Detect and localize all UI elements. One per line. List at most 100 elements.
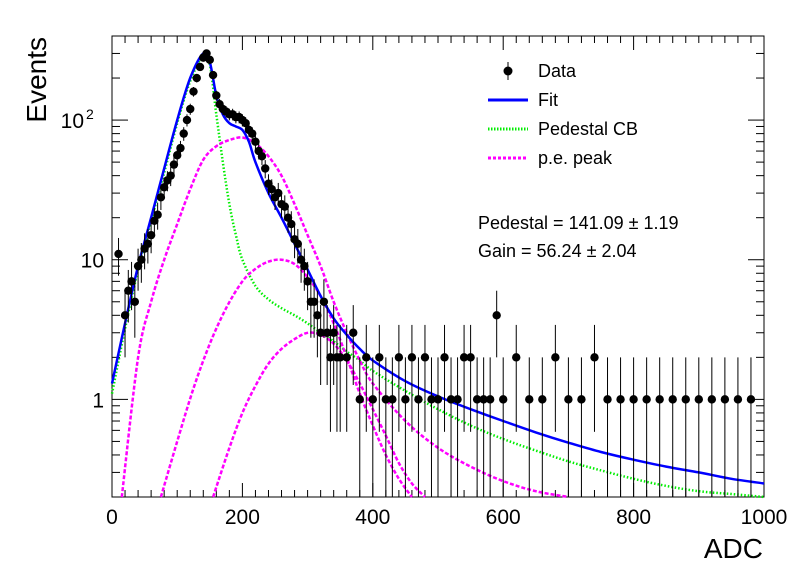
data-point [577, 395, 586, 404]
legend-label-data: Data [538, 61, 577, 81]
data-point [446, 395, 456, 404]
data-point [472, 395, 482, 404]
data-point [326, 353, 335, 362]
data-point [212, 91, 221, 100]
y-tick-label: 1 [92, 389, 104, 412]
data-point [283, 213, 293, 222]
data-point [342, 353, 351, 362]
x-tick-label: 600 [486, 506, 521, 529]
x-tick-label: 1000 [741, 506, 788, 529]
data-point [329, 328, 338, 337]
data-point [153, 210, 162, 219]
data-point [166, 171, 175, 180]
data-point [173, 151, 182, 160]
data-point [720, 395, 730, 404]
data-point [189, 87, 198, 96]
data-point [394, 353, 404, 362]
data-point [169, 160, 179, 169]
data-point [349, 328, 358, 337]
data-point [313, 311, 322, 320]
data-point [733, 395, 743, 404]
data-point [137, 255, 146, 264]
data-point [629, 395, 638, 404]
data-point [186, 104, 195, 114]
data-point [746, 395, 756, 404]
data-point [130, 297, 140, 306]
data-point [280, 202, 289, 211]
data-point [176, 143, 185, 153]
data-point [251, 137, 260, 146]
data-point [603, 395, 612, 404]
data-point [261, 164, 270, 173]
data-point [296, 255, 306, 264]
legend-label-p-e-peak: p.e. peak [538, 148, 613, 168]
data-point [247, 129, 257, 138]
data-point [466, 353, 475, 362]
data-point [293, 239, 303, 249]
data-point [564, 395, 573, 404]
y-axis-title: Events [21, 37, 52, 123]
data-point [322, 328, 332, 337]
curve-p-e-peak-3 [211, 331, 426, 498]
data-point [127, 277, 136, 286]
data-point [182, 115, 192, 125]
x-tick-labels: 0 200 400 600 800 1000 [106, 506, 787, 529]
data-point [420, 353, 430, 362]
data-point [440, 353, 449, 362]
data-point [642, 395, 651, 404]
data-point [362, 353, 371, 362]
data-point [159, 183, 169, 192]
data-point [401, 395, 410, 404]
data-point [195, 62, 205, 72]
legend-marker-data [503, 66, 513, 76]
data-point [427, 395, 436, 404]
data-point [414, 395, 423, 404]
data-point [257, 152, 267, 161]
curve-pedestal-cb [110, 53, 765, 499]
data-point [179, 129, 188, 138]
data-point [192, 73, 201, 83]
data-point [368, 395, 377, 404]
data-point [146, 230, 156, 240]
annotation-gain: Gain = 56.24 ± 2.04 [478, 241, 637, 261]
data-point [459, 353, 469, 362]
data-point [388, 395, 397, 404]
x-axis-title: ADC [704, 533, 763, 564]
x-tick-label: 0 [106, 506, 118, 529]
x-tick-label: 200 [225, 506, 260, 529]
data-point [114, 249, 123, 259]
data-point [120, 311, 130, 320]
data-point [309, 297, 319, 306]
data-point [156, 193, 166, 202]
x-tick-label: 800 [616, 506, 651, 529]
data-point [479, 395, 488, 404]
data-point [707, 395, 717, 404]
legend: Data Fit Pedestal CB p.e. peak [488, 61, 638, 168]
data-point [485, 395, 495, 404]
data-point [267, 184, 276, 194]
y-tick-label-exponent: 2 [86, 106, 94, 122]
data-point [287, 219, 296, 229]
data-point [336, 353, 345, 362]
data-point [208, 70, 218, 80]
data-point [616, 395, 625, 404]
data-point [694, 395, 703, 404]
data-point [300, 261, 309, 271]
data-point [433, 395, 443, 404]
data-point [407, 353, 417, 362]
data-point [525, 395, 534, 404]
y-tick-label: 10 [61, 110, 84, 133]
legend-label-pedestal-cb: Pedestal CB [538, 119, 638, 139]
data-point [241, 118, 250, 128]
data-point [381, 395, 391, 404]
data-point [512, 353, 521, 362]
data-point [274, 188, 283, 198]
data-points [114, 49, 756, 497]
data-point [355, 395, 364, 404]
data-point [681, 395, 690, 404]
data-point [538, 395, 547, 404]
data-point [319, 297, 329, 306]
data-point [499, 395, 508, 404]
